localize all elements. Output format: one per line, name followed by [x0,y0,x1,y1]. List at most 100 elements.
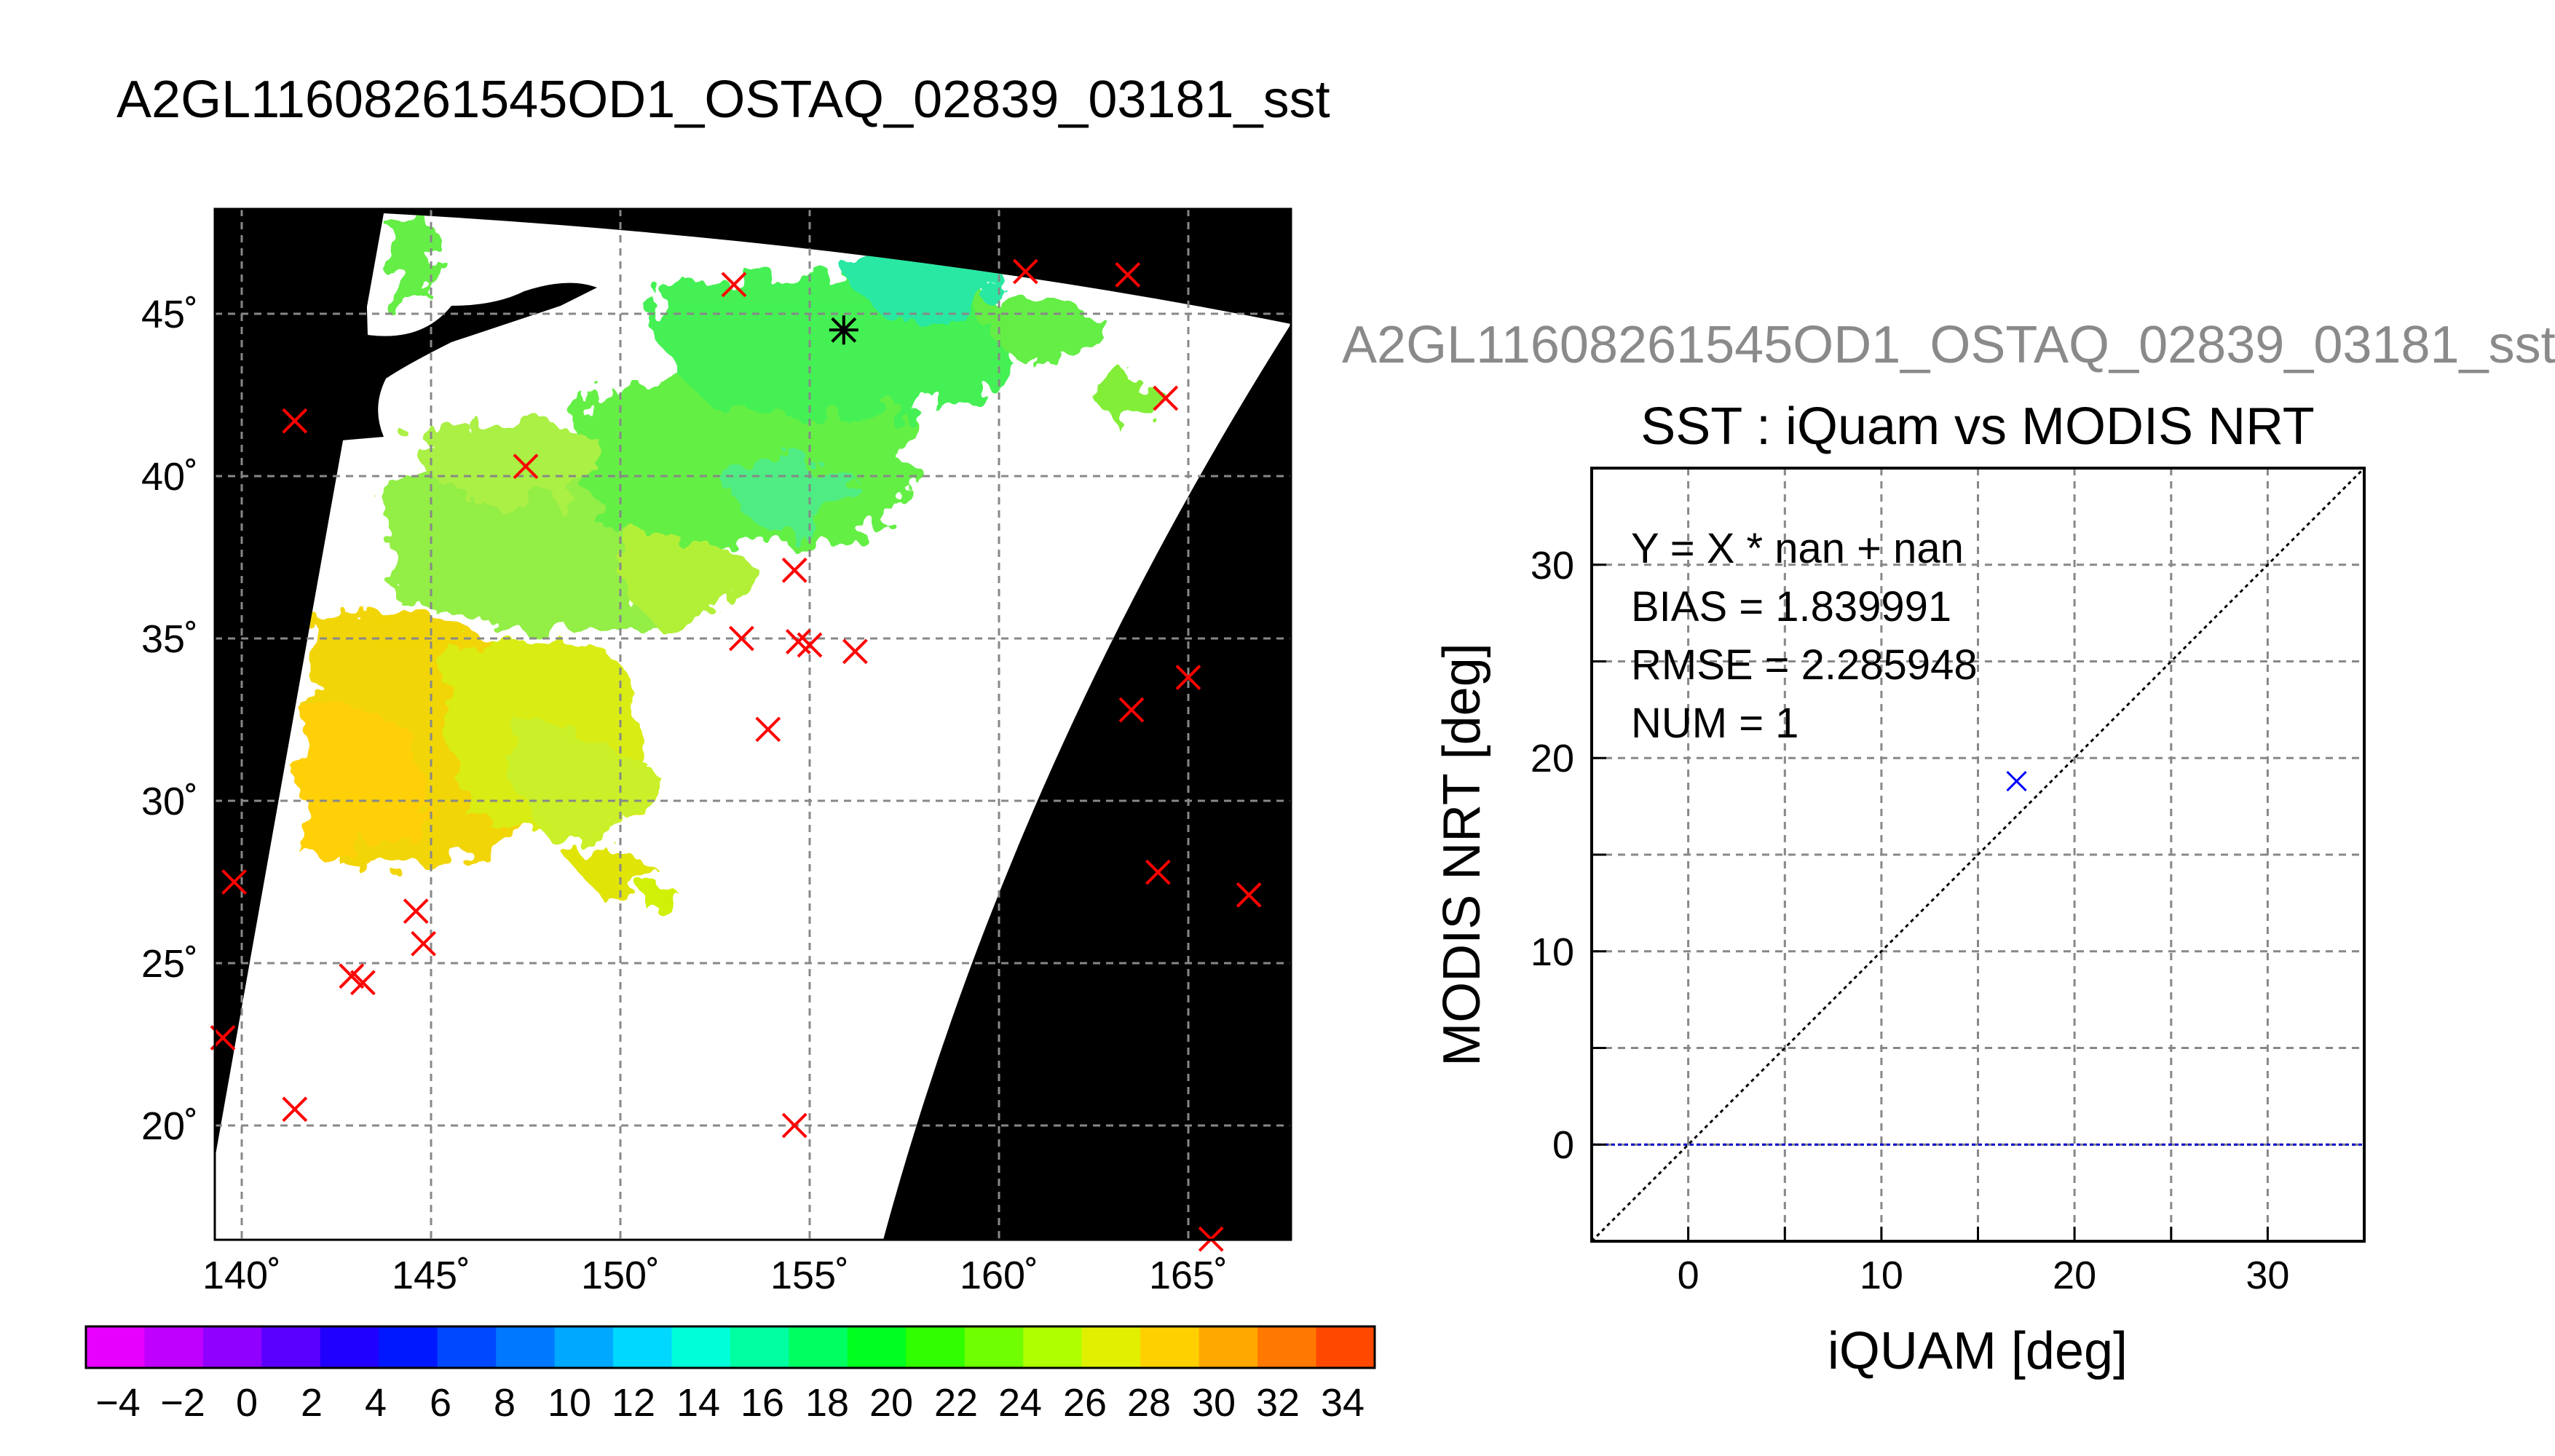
y-axis-label: MODIS NRT [deg] [1433,643,1491,1067]
map-grid [215,209,1291,1240]
colorbar-cell [1198,1326,1258,1368]
x-tick-label: 30 [2246,1254,2289,1297]
colorbar-cell [1140,1326,1200,1368]
x-tick-label: 10 [1860,1254,1903,1297]
lon-tick-150: 150˚ [581,1254,660,1297]
colorbar: −4 −2 0 2 4 6 8 10 12 14 16 18 20 22 24 … [84,1325,1376,1425]
colorbar-cell [1316,1326,1375,1368]
station-markers [210,258,1262,1252]
station-marker [350,970,376,996]
y-tick-label: 20 [1531,737,1574,780]
colorbar-tick: 22 [934,1381,978,1425]
colorbar-tick: 6 [430,1381,451,1425]
station-marker [755,716,781,743]
station-marker [282,1096,308,1123]
colorbar-cell [1081,1326,1141,1368]
station-marker [1118,697,1145,723]
stats-num: NUM = 1 [1631,700,1798,747]
station-marker [781,557,807,583]
colorbar-cell [789,1326,848,1368]
colorbar-cell [320,1326,379,1368]
stats-fit-equation: Y = X * nan + nan [1631,525,1964,572]
station-marker [1145,859,1171,885]
station-marker [1175,665,1201,690]
colorbar-tick: 12 [612,1381,655,1425]
scatter-plot: SST : iQuam vs MODIS NRT [1433,397,2366,1380]
scatter-points [2006,771,2027,792]
scatter-y-tick-labels: 0 10 20 30 [1531,544,1574,1167]
lon-tick-labels: 140˚ 145˚ 150˚ 155˚ 160˚ 165˚ [202,1254,1228,1297]
y-tick-label: 10 [1531,930,1574,974]
lon-tick-140: 140˚ [202,1254,281,1297]
colorbar-tick: 20 [869,1381,913,1425]
colorbar-tick: 4 [365,1381,387,1425]
station-marker [797,632,823,658]
station-marker [403,898,429,925]
colorbar-tick: 10 [548,1381,591,1425]
scatter-x-tick-labels: 0 10 20 30 [1678,1254,2290,1297]
matched-station-marker [829,315,858,345]
colorbar-tick: 24 [998,1381,1042,1425]
lat-tick-30: 30˚ [141,780,198,823]
lon-tick-145: 145˚ [392,1254,470,1297]
colorbar-tick: 34 [1321,1381,1365,1425]
colorbar-cells [86,1326,1375,1368]
colorbar-tick-labels: −4 −2 0 2 4 6 8 10 12 14 16 18 20 22 24 … [95,1381,1365,1425]
station-marker [1012,258,1038,285]
colorbar-cell [261,1326,321,1368]
x-tick-label: 0 [1678,1254,1699,1297]
lat-tick-20: 20˚ [141,1104,198,1148]
scatter-stats: Y = X * nan + nan BIAS = 1.839991 RMSE =… [1631,525,1978,747]
scatter-point [2006,771,2027,792]
map-frame [213,207,1292,1241]
colorbar-cell [144,1326,204,1368]
colorbar-cell [730,1326,789,1368]
station-marker [411,930,437,957]
station-marker [721,272,747,298]
colorbar-cell [1023,1326,1083,1368]
colorbar-tick: 28 [1127,1381,1171,1425]
colorbar-tick: 30 [1192,1381,1236,1425]
colorbar-cell [202,1326,262,1368]
colorbar-cell [906,1326,965,1368]
lat-tick-40: 40˚ [141,455,198,499]
land-japan-coast [215,209,597,451]
lon-tick-160: 160˚ [960,1254,1038,1297]
y-tick-label: 30 [1531,544,1574,587]
station-marker [1115,262,1141,288]
station-marker [842,638,868,665]
colorbar-cell [86,1326,145,1368]
lon-tick-155: 155˚ [770,1254,849,1297]
lat-tick-labels: 20˚ 25˚ 30˚ 35˚ 40˚ 45˚ [141,293,198,1148]
colorbar-cell [847,1326,907,1368]
stats-rmse: RMSE = 2.285948 [1631,641,1978,689]
colorbar-cell [554,1326,614,1368]
colorbar-tick: 14 [676,1381,720,1425]
colorbar-tick: 2 [301,1381,323,1425]
colorbar-frame [84,1325,1376,1369]
sst-field [299,218,1165,911]
colorbar-tick: −2 [160,1381,205,1425]
station-marker [221,869,248,895]
station-marker [513,454,539,480]
colorbar-cell [964,1326,1024,1368]
identity-line [1592,468,2364,1241]
stats-bias: BIAS = 1.839991 [1631,583,1951,630]
station-marker [282,408,308,434]
colorbar-cell [613,1326,673,1368]
station-marker [1236,882,1262,908]
station-marker [1153,385,1179,411]
lat-tick-35: 35˚ [141,617,198,661]
colorbar-tick: 16 [741,1381,784,1425]
station-marker [728,625,754,652]
colorbar-tick: 8 [494,1381,516,1425]
station-marker [339,963,365,989]
colorbar-cell [1257,1326,1317,1368]
colorbar-tick: 0 [236,1381,258,1425]
colorbar-tick: 26 [1063,1381,1107,1425]
x-tick-label: 20 [2053,1254,2096,1297]
colorbar-tick: 18 [805,1381,849,1425]
scatter-file-title: A2GL11608261545OD1_OSTAQ_02839_03181_sst [1342,316,2555,374]
station-marker [781,1112,807,1139]
